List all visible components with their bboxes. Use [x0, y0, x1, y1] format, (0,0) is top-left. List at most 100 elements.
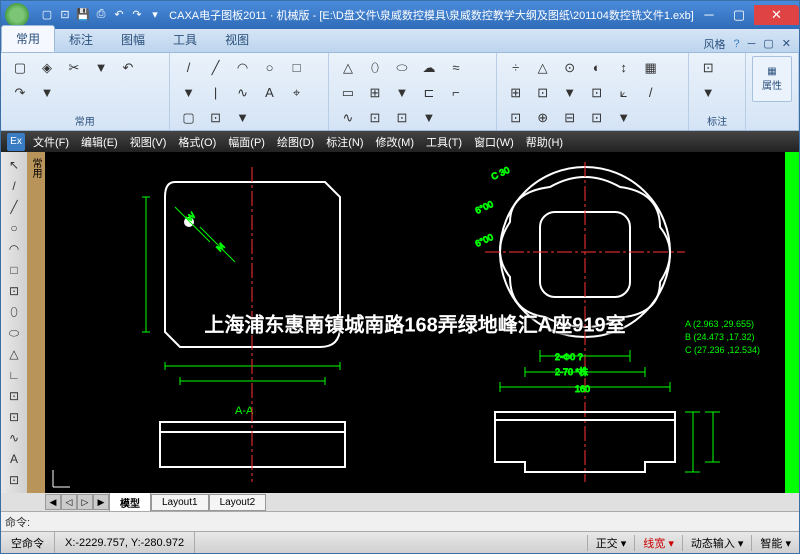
menu-item[interactable]: 幅面(P)	[222, 132, 271, 152]
ribbon-tool-icon[interactable]: A	[257, 81, 283, 105]
property-button[interactable]: ▦属性	[752, 56, 792, 102]
ribbon-tool-icon[interactable]: ▼	[88, 56, 114, 80]
command-input[interactable]	[34, 516, 795, 528]
app-icon[interactable]	[5, 3, 29, 27]
ribbon-tool-icon[interactable]: ☁	[416, 56, 442, 80]
ribbon-tool-icon[interactable]: ▼	[416, 106, 442, 130]
menu-item[interactable]: 文件(F)	[27, 132, 75, 152]
ribbon-tab-tools[interactable]: 工具	[159, 27, 211, 52]
ribbon-tool-icon[interactable]: ▼	[695, 81, 721, 105]
ribbon-tab-layout[interactable]: 图幅	[107, 27, 159, 52]
qat-open-icon[interactable]: ⊡	[57, 7, 73, 23]
ribbon-tool-icon[interactable]: ∿	[335, 106, 361, 130]
ribbon-tool-icon[interactable]: ⟀	[611, 81, 637, 105]
ribbon-tool-icon[interactable]: /	[176, 56, 202, 80]
ribbon-tool-icon[interactable]: ✂	[61, 56, 87, 80]
ribbon-tab-annotate[interactable]: 标注	[55, 27, 107, 52]
ribbon-tool-icon[interactable]: ⊡	[584, 81, 610, 105]
ribbon-tool-icon[interactable]: ▼	[557, 81, 583, 105]
ribbon-help-icon[interactable]: ?	[733, 38, 739, 50]
ribbon-restore-icon[interactable]: ▢	[763, 37, 773, 50]
ribbon-tool-icon[interactable]: ⊟	[557, 106, 583, 130]
left-tool-icon[interactable]: ↖	[4, 156, 24, 174]
ribbon-tool-icon[interactable]: ╱	[203, 56, 229, 80]
left-tool-icon[interactable]: ⊡	[4, 471, 24, 489]
menu-item[interactable]: 工具(T)	[420, 132, 468, 152]
left-tool-icon[interactable]: ⊡	[4, 408, 24, 426]
ribbon-tool-icon[interactable]: ⊡	[362, 106, 388, 130]
menubar-icon[interactable]: Ex	[7, 133, 25, 151]
menu-item[interactable]: 修改(M)	[370, 132, 421, 152]
ribbon-tool-icon[interactable]: ⬭	[389, 56, 415, 80]
menu-item[interactable]: 帮助(H)	[520, 132, 569, 152]
ribbon-tool-icon[interactable]: ↶	[115, 56, 141, 80]
ribbon-close-icon[interactable]: ✕	[782, 37, 791, 50]
left-tool-icon[interactable]: ∟	[4, 366, 24, 384]
layout-nav-button[interactable]: ▷	[77, 494, 93, 510]
ribbon-tool-icon[interactable]: ▦	[638, 56, 664, 80]
ribbon-tool-icon[interactable]: △	[530, 56, 556, 80]
qat-undo-icon[interactable]: ↶	[111, 7, 127, 23]
left-tool-icon[interactable]: A	[4, 450, 24, 468]
ribbon-tool-icon[interactable]: ⬯	[362, 56, 388, 80]
qat-redo-icon[interactable]: ↷	[129, 7, 145, 23]
left-tool-icon[interactable]: ⊡	[4, 282, 24, 300]
ribbon-tool-icon[interactable]: ⊡	[584, 106, 610, 130]
ribbon-tool-icon[interactable]: ▼	[34, 81, 60, 105]
left-tool-icon[interactable]: ○	[4, 219, 24, 237]
ribbon-tool-icon[interactable]: ⊡	[203, 106, 229, 130]
ribbon-tool-icon[interactable]: ÷	[503, 56, 529, 80]
ribbon-tool-icon[interactable]: ⊞	[362, 81, 388, 105]
drawing-canvas[interactable]: W M A-A 2-Φ0 ?	[45, 152, 785, 493]
ribbon-tool-icon[interactable]: ↕	[611, 56, 637, 80]
layout-tab-1[interactable]: Layout1	[151, 494, 209, 511]
ribbon-tool-icon[interactable]: |	[203, 81, 229, 105]
layout-nav-button[interactable]: ◁	[61, 494, 77, 510]
minimize-button[interactable]: ─	[694, 5, 724, 25]
close-button[interactable]: ✕	[754, 5, 799, 25]
menu-item[interactable]: 视图(V)	[124, 132, 173, 152]
left-tool-icon[interactable]: ⬯	[4, 303, 24, 321]
left-tool-icon[interactable]: ∿	[4, 429, 24, 447]
ribbon-tool-icon[interactable]: ⊙	[557, 56, 583, 80]
ribbon-tool-icon[interactable]: ◠	[230, 56, 256, 80]
ribbon-tool-icon[interactable]: ▢	[7, 56, 33, 80]
layout-nav-button[interactable]: ◀	[45, 494, 61, 510]
menu-item[interactable]: 绘图(D)	[271, 132, 320, 152]
ribbon-tool-icon[interactable]: ▼	[389, 81, 415, 105]
ribbon-tool-icon[interactable]: ▼	[176, 81, 202, 105]
ribbon-tool-icon[interactable]: △	[335, 56, 361, 80]
ribbon-tab-common[interactable]: 常用	[1, 25, 55, 52]
ribbon-tool-icon[interactable]: ⊡	[389, 106, 415, 130]
ribbon-tool-icon[interactable]: ⊡	[530, 81, 556, 105]
ribbon-tool-icon[interactable]: ⌖	[284, 81, 310, 105]
left-tool-icon[interactable]: ⊡	[4, 387, 24, 405]
status-toggle[interactable]: 智能 ▾	[751, 535, 799, 551]
qat-save-icon[interactable]: 💾	[75, 7, 91, 23]
layout-tab-model[interactable]: 模型	[109, 492, 151, 513]
menu-item[interactable]: 标注(N)	[320, 132, 369, 152]
ribbon-tool-icon[interactable]: ◈	[34, 56, 60, 80]
layout-tab-2[interactable]: Layout2	[209, 494, 267, 511]
ribbon-min-icon[interactable]: ─	[748, 38, 756, 50]
ribbon-tool-icon[interactable]: ○	[257, 56, 283, 80]
left-tool-icon[interactable]: ◠	[4, 240, 24, 258]
ribbon-tool-icon[interactable]: ⊏	[416, 81, 442, 105]
status-toggle[interactable]: 正交 ▾	[587, 535, 635, 551]
panel-tab-common[interactable]: 常用	[27, 152, 45, 493]
ribbon-tool-icon[interactable]: ⌐	[443, 81, 469, 105]
left-tool-icon[interactable]: ╱	[4, 198, 24, 216]
ribbon-tab-view[interactable]: 视图	[211, 27, 263, 52]
status-toggle[interactable]: 线宽 ▾	[634, 535, 682, 551]
ribbon-tool-icon[interactable]: /	[638, 81, 664, 105]
ribbon-tool-icon[interactable]: ▼	[611, 106, 637, 130]
left-tool-icon[interactable]: □	[4, 261, 24, 279]
left-tool-icon[interactable]: △	[4, 345, 24, 363]
menu-item[interactable]: 编辑(E)	[75, 132, 124, 152]
ribbon-tool-icon[interactable]: ▼	[230, 106, 256, 130]
ribbon-tool-icon[interactable]: ⊞	[503, 81, 529, 105]
ribbon-tool-icon[interactable]: ⊡	[503, 106, 529, 130]
ribbon-tool-icon[interactable]: ∿	[230, 81, 256, 105]
left-tool-icon[interactable]: ⬭	[4, 324, 24, 342]
qat-dropdown-icon[interactable]: ▾	[147, 7, 163, 23]
